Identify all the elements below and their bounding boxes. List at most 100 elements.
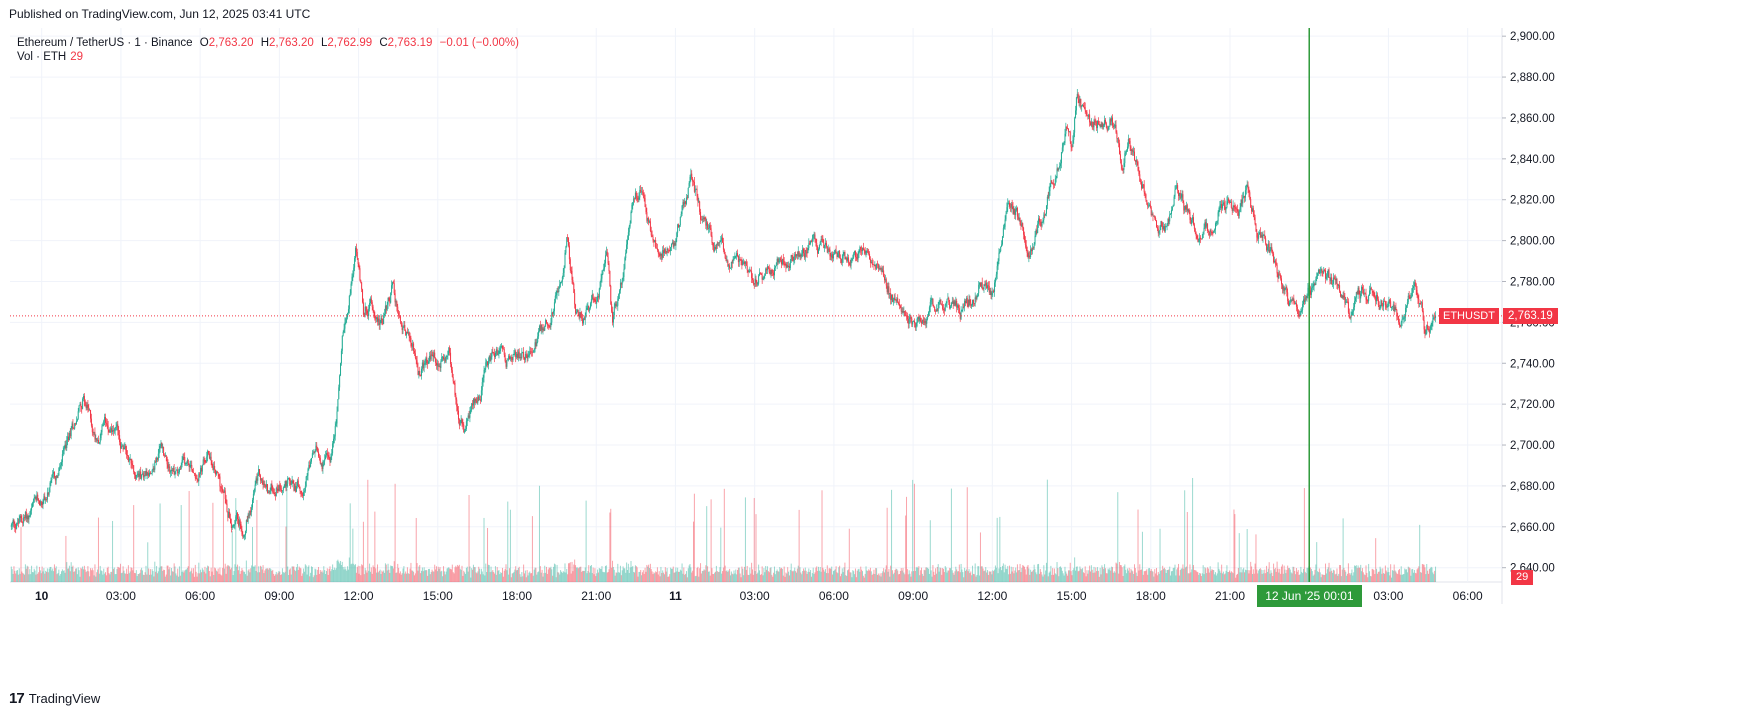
volume-bar: [219, 567, 221, 582]
candle-body: [597, 296, 599, 302]
candle-body: [351, 276, 353, 284]
candle-body: [514, 351, 516, 355]
volume-legend-label[interactable]: Vol · ETH: [17, 51, 67, 63]
volume-bar: [1146, 569, 1148, 582]
candle-body: [1405, 307, 1407, 317]
candle-body: [468, 415, 470, 418]
volume-bar: [44, 573, 46, 582]
candle-body: [1282, 286, 1284, 290]
candle-body: [1339, 285, 1341, 292]
candle-body: [977, 293, 979, 296]
candle-body: [528, 354, 530, 356]
candle-body: [942, 305, 944, 310]
volume-bar: [191, 568, 193, 582]
volume-bar: [81, 568, 83, 582]
volume-bar: [1143, 571, 1145, 582]
legend-symbol[interactable]: Ethereum / TetherUS · 1 · Binance: [17, 37, 193, 49]
volume-bar: [316, 574, 318, 582]
candle-body: [402, 327, 404, 330]
candle-body: [962, 306, 964, 311]
candle-body: [533, 349, 535, 352]
volume-bar: [210, 567, 212, 582]
candle-body: [369, 298, 371, 303]
candle-body: [714, 247, 716, 251]
candle-body: [288, 478, 290, 481]
candle-body: [200, 467, 202, 474]
volume-bar: [666, 568, 668, 582]
volume-bar: [134, 573, 136, 582]
footer-brand[interactable]: 17 TradingView: [9, 690, 100, 707]
volume-bar: [1259, 568, 1261, 582]
volume-bar: [1398, 568, 1400, 582]
candle-body: [387, 298, 389, 305]
volume-bar: [24, 564, 26, 582]
volume-bar: [913, 571, 915, 582]
candle-body: [1155, 218, 1157, 221]
volume-bar: [1101, 565, 1103, 582]
candle-body: [432, 354, 434, 358]
volume-bar: [775, 570, 777, 582]
volume-bar: [1078, 570, 1080, 582]
volume-bar: [1075, 570, 1077, 582]
volume-bar: [376, 572, 378, 582]
candle-body: [665, 252, 667, 253]
volume-bar: [414, 573, 416, 582]
candle-body: [470, 409, 472, 411]
volume-bar: [884, 569, 886, 582]
volume-bar: [521, 572, 523, 582]
candle-body: [900, 308, 902, 312]
volume-bar: [115, 574, 117, 582]
candle-body: [913, 320, 915, 324]
candle-body: [650, 230, 652, 236]
candle-body: [1180, 197, 1182, 199]
candle-body: [627, 232, 629, 240]
y-tick-label: 2,720.00: [1510, 399, 1555, 411]
volume-bar: [1148, 568, 1150, 582]
candle-body: [825, 242, 827, 247]
volume-bar: [786, 573, 788, 582]
candle-body: [1129, 140, 1131, 147]
candle-body: [1223, 202, 1225, 206]
candle-body: [934, 307, 936, 311]
candle-body: [636, 197, 638, 199]
volume-bar: [438, 568, 440, 582]
candle-body: [436, 363, 438, 366]
volume-bar: [577, 568, 579, 582]
candle-body: [591, 294, 593, 299]
volume-bar: [1281, 566, 1283, 582]
candle-body: [763, 275, 765, 279]
volume-bar: [515, 566, 517, 582]
candle-body: [820, 239, 822, 242]
volume-bar: [900, 568, 902, 582]
candle-body: [1031, 247, 1033, 252]
candle-body: [1270, 247, 1272, 250]
volume-bar: [1134, 568, 1136, 582]
candle-body: [1126, 150, 1128, 153]
volume-bar: [696, 567, 698, 582]
y-tick-label: 2,840.00: [1510, 154, 1555, 166]
volume-bar: [723, 488, 725, 582]
candle-body: [595, 301, 597, 304]
candle-body: [1172, 204, 1174, 207]
candle-body: [315, 445, 317, 453]
volume-bar: [856, 570, 858, 582]
volume-bar: [204, 566, 206, 582]
volume-bar: [1338, 573, 1340, 582]
volume-bar: [999, 516, 1001, 582]
candle-body: [370, 298, 372, 303]
candle-body: [119, 442, 121, 449]
volume-bar: [681, 563, 683, 582]
candle-body: [90, 409, 92, 419]
candle-body: [935, 309, 937, 312]
candle-body: [312, 452, 314, 454]
volume-bar: [1068, 570, 1070, 582]
candle-body: [1372, 290, 1374, 293]
candle-body: [443, 356, 445, 360]
volume-bar: [1209, 566, 1211, 582]
volume-bar: [402, 568, 404, 582]
candle-body: [1013, 208, 1015, 214]
candle-body: [1210, 229, 1212, 233]
candle-body: [1225, 207, 1227, 210]
candle-body: [774, 265, 776, 268]
